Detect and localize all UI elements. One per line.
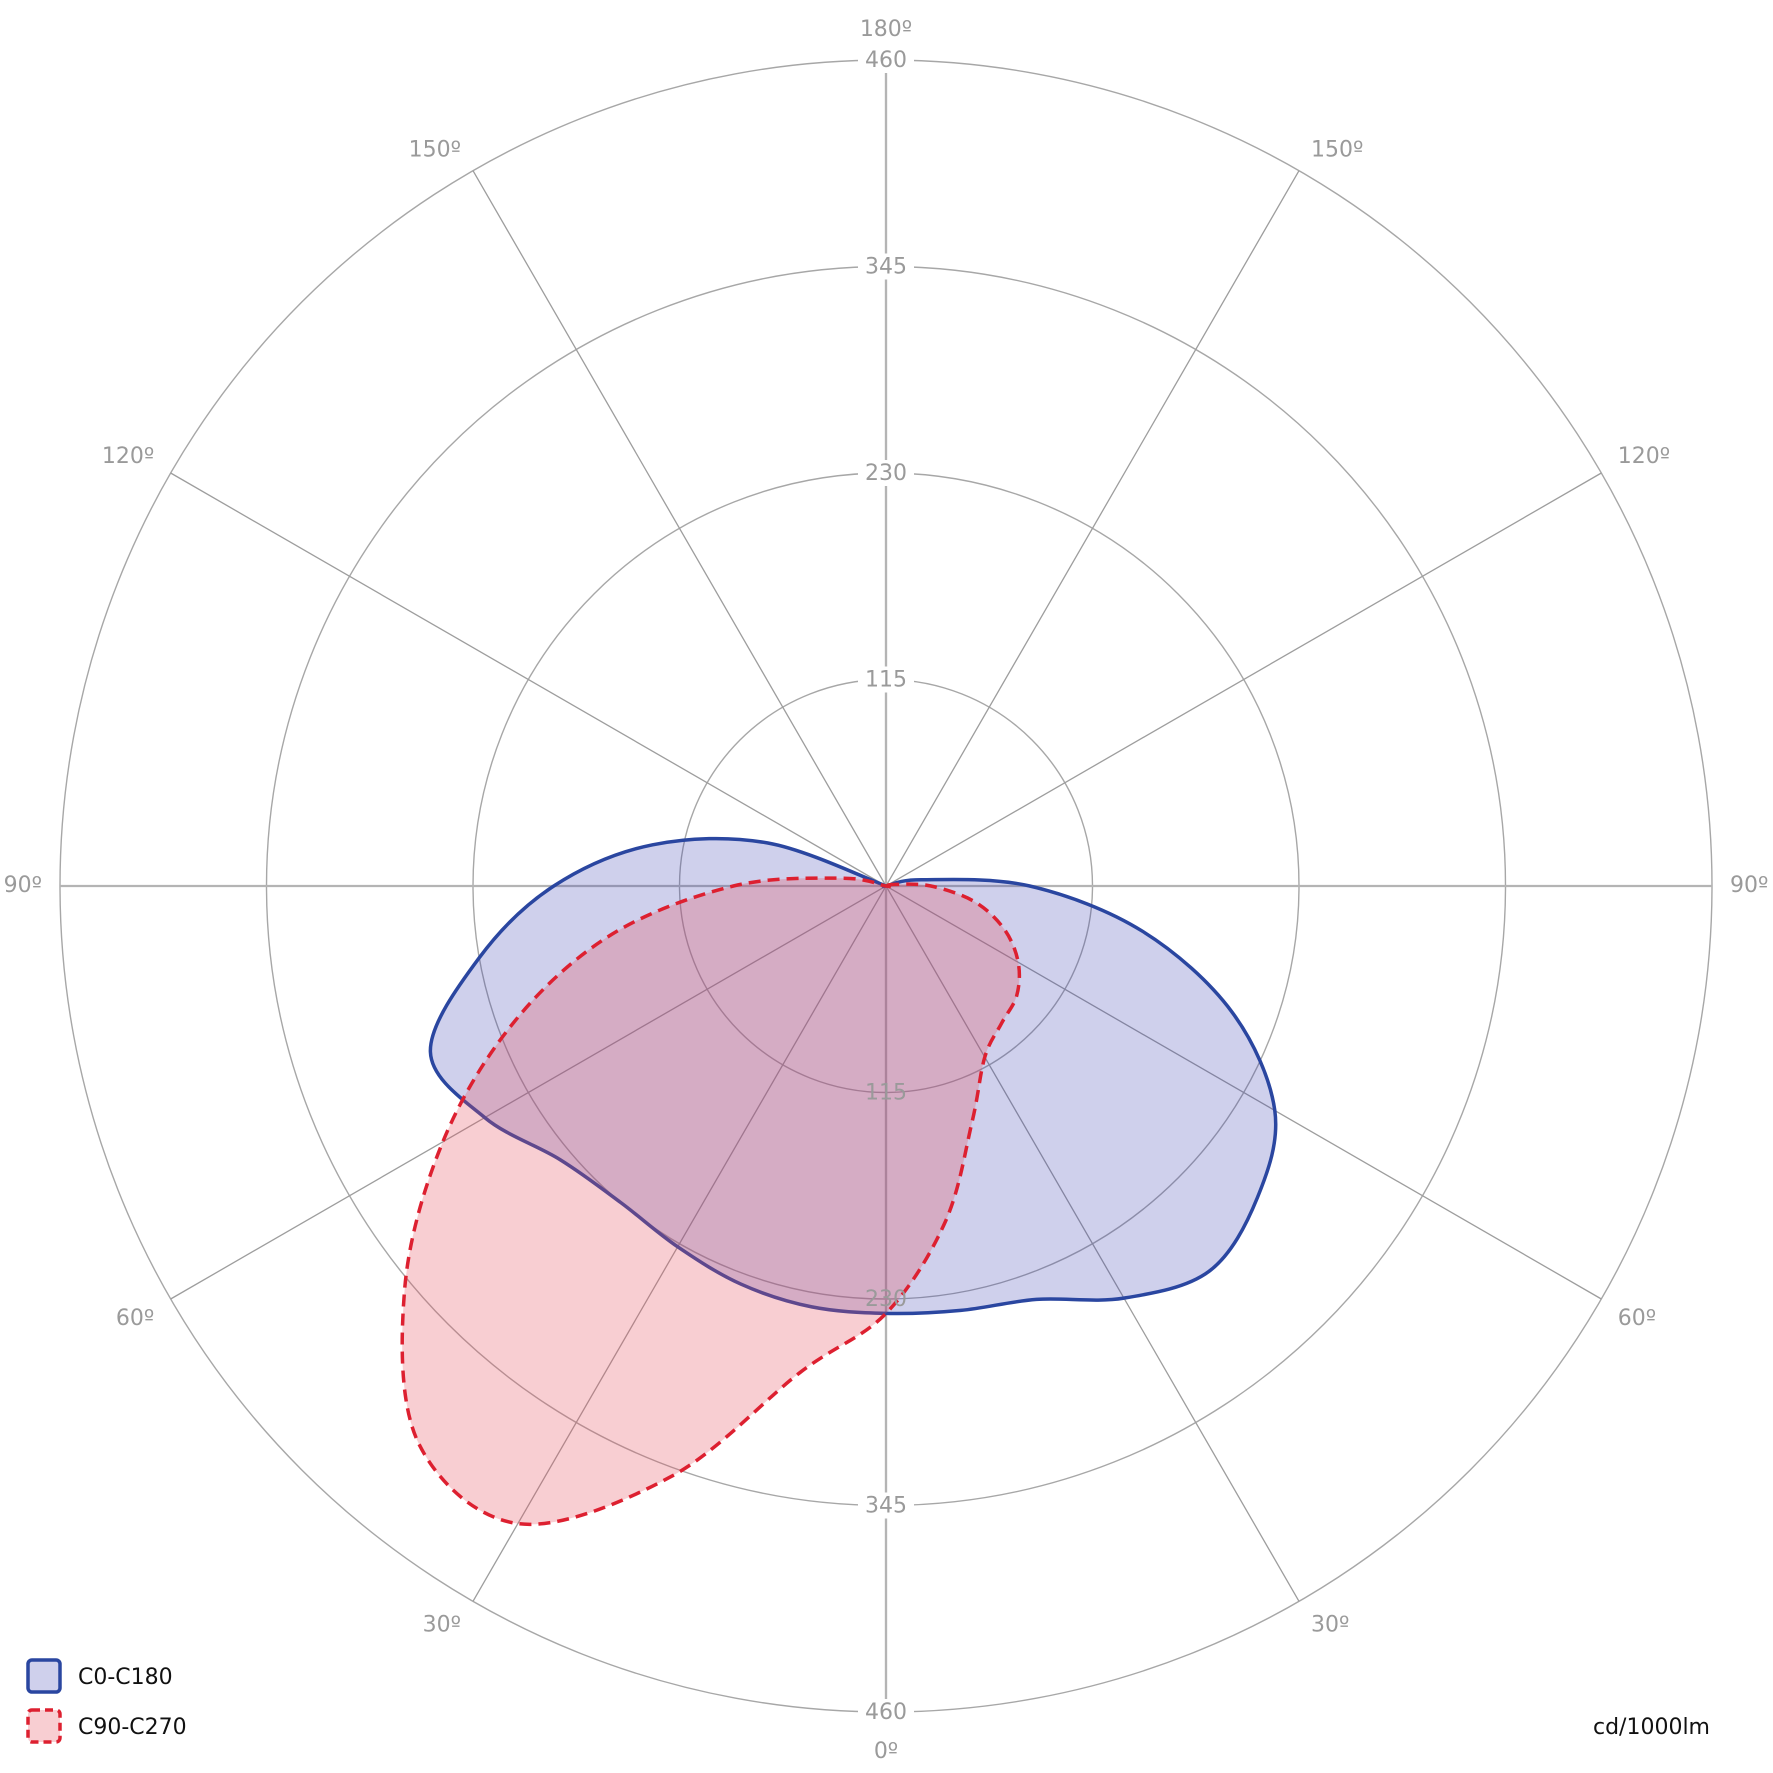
ring-label-bg xyxy=(858,253,914,280)
unit-label: cd/1000lm xyxy=(1593,1715,1710,1740)
ring-label-bg xyxy=(858,1699,914,1725)
angle-label-left-150: 150º xyxy=(409,137,461,162)
grid-spoke-120-left xyxy=(170,472,887,887)
grid-spoke-60-right xyxy=(885,885,1602,1300)
ring-label-bg xyxy=(858,666,914,693)
angle-labels: 180º 0º 150º 150º 120º 120º 90º 90º 60º 60º 30º 30º xyxy=(4,17,1769,1764)
grid-spoke-30-left xyxy=(472,885,887,1602)
grid-spoke-30-right xyxy=(885,885,1300,1602)
legend-label-c0-c180: C0-C180 xyxy=(78,1665,173,1690)
grid-spoke-150-left xyxy=(472,170,887,887)
ring-label-bg xyxy=(858,47,914,73)
ring-label-230-bottom: 230 xyxy=(865,1287,907,1312)
series-layer xyxy=(400,836,1278,1527)
ring-label-345-bottom: 345 xyxy=(865,1494,907,1519)
ring-labels: 115 115 230 230 345 345 460 460 xyxy=(858,47,914,1725)
angle-label-left-90: 90º xyxy=(4,873,42,898)
angle-label-right-60: 60º xyxy=(1618,1306,1656,1331)
angle-label-right-90: 90º xyxy=(1730,873,1768,898)
angle-label-right-30: 30º xyxy=(1311,1613,1349,1638)
angle-label-0: 0º xyxy=(874,1739,898,1764)
ring-label-bg xyxy=(858,1492,914,1519)
ring-label-115-bottom: 115 xyxy=(865,1081,907,1106)
grid-spoke-60-left xyxy=(170,885,887,1300)
angle-label-left-30: 30º xyxy=(423,1613,461,1638)
legend-label-c90-c270: C90-C270 xyxy=(78,1715,187,1740)
legend-swatch-c90-c270 xyxy=(26,1708,62,1744)
ring-label-115-top: 115 xyxy=(865,668,907,693)
series-c0-c180 xyxy=(428,836,1278,1316)
grid-spoke-150-right xyxy=(885,170,1300,887)
angle-label-left-120: 120º xyxy=(102,444,154,469)
angle-label-180: 180º xyxy=(860,17,912,42)
ring-label-345-top: 345 xyxy=(865,255,907,280)
legend-swatch-c0-c180 xyxy=(26,1658,62,1694)
legend: C0-C180 C90-C270 xyxy=(26,1658,187,1744)
ring-label-460-bottom: 460 xyxy=(865,1700,907,1725)
ring-label-460-top: 460 xyxy=(865,48,907,73)
angle-label-left-60: 60º xyxy=(116,1306,154,1331)
series-c90-c270 xyxy=(400,876,1022,1527)
grid-spoke-120-right xyxy=(885,472,1602,887)
angle-label-right-120: 120º xyxy=(1618,444,1670,469)
ring-label-bg xyxy=(858,460,914,486)
ring-label-230-top: 230 xyxy=(865,461,907,486)
angle-label-right-150: 150º xyxy=(1311,137,1363,162)
